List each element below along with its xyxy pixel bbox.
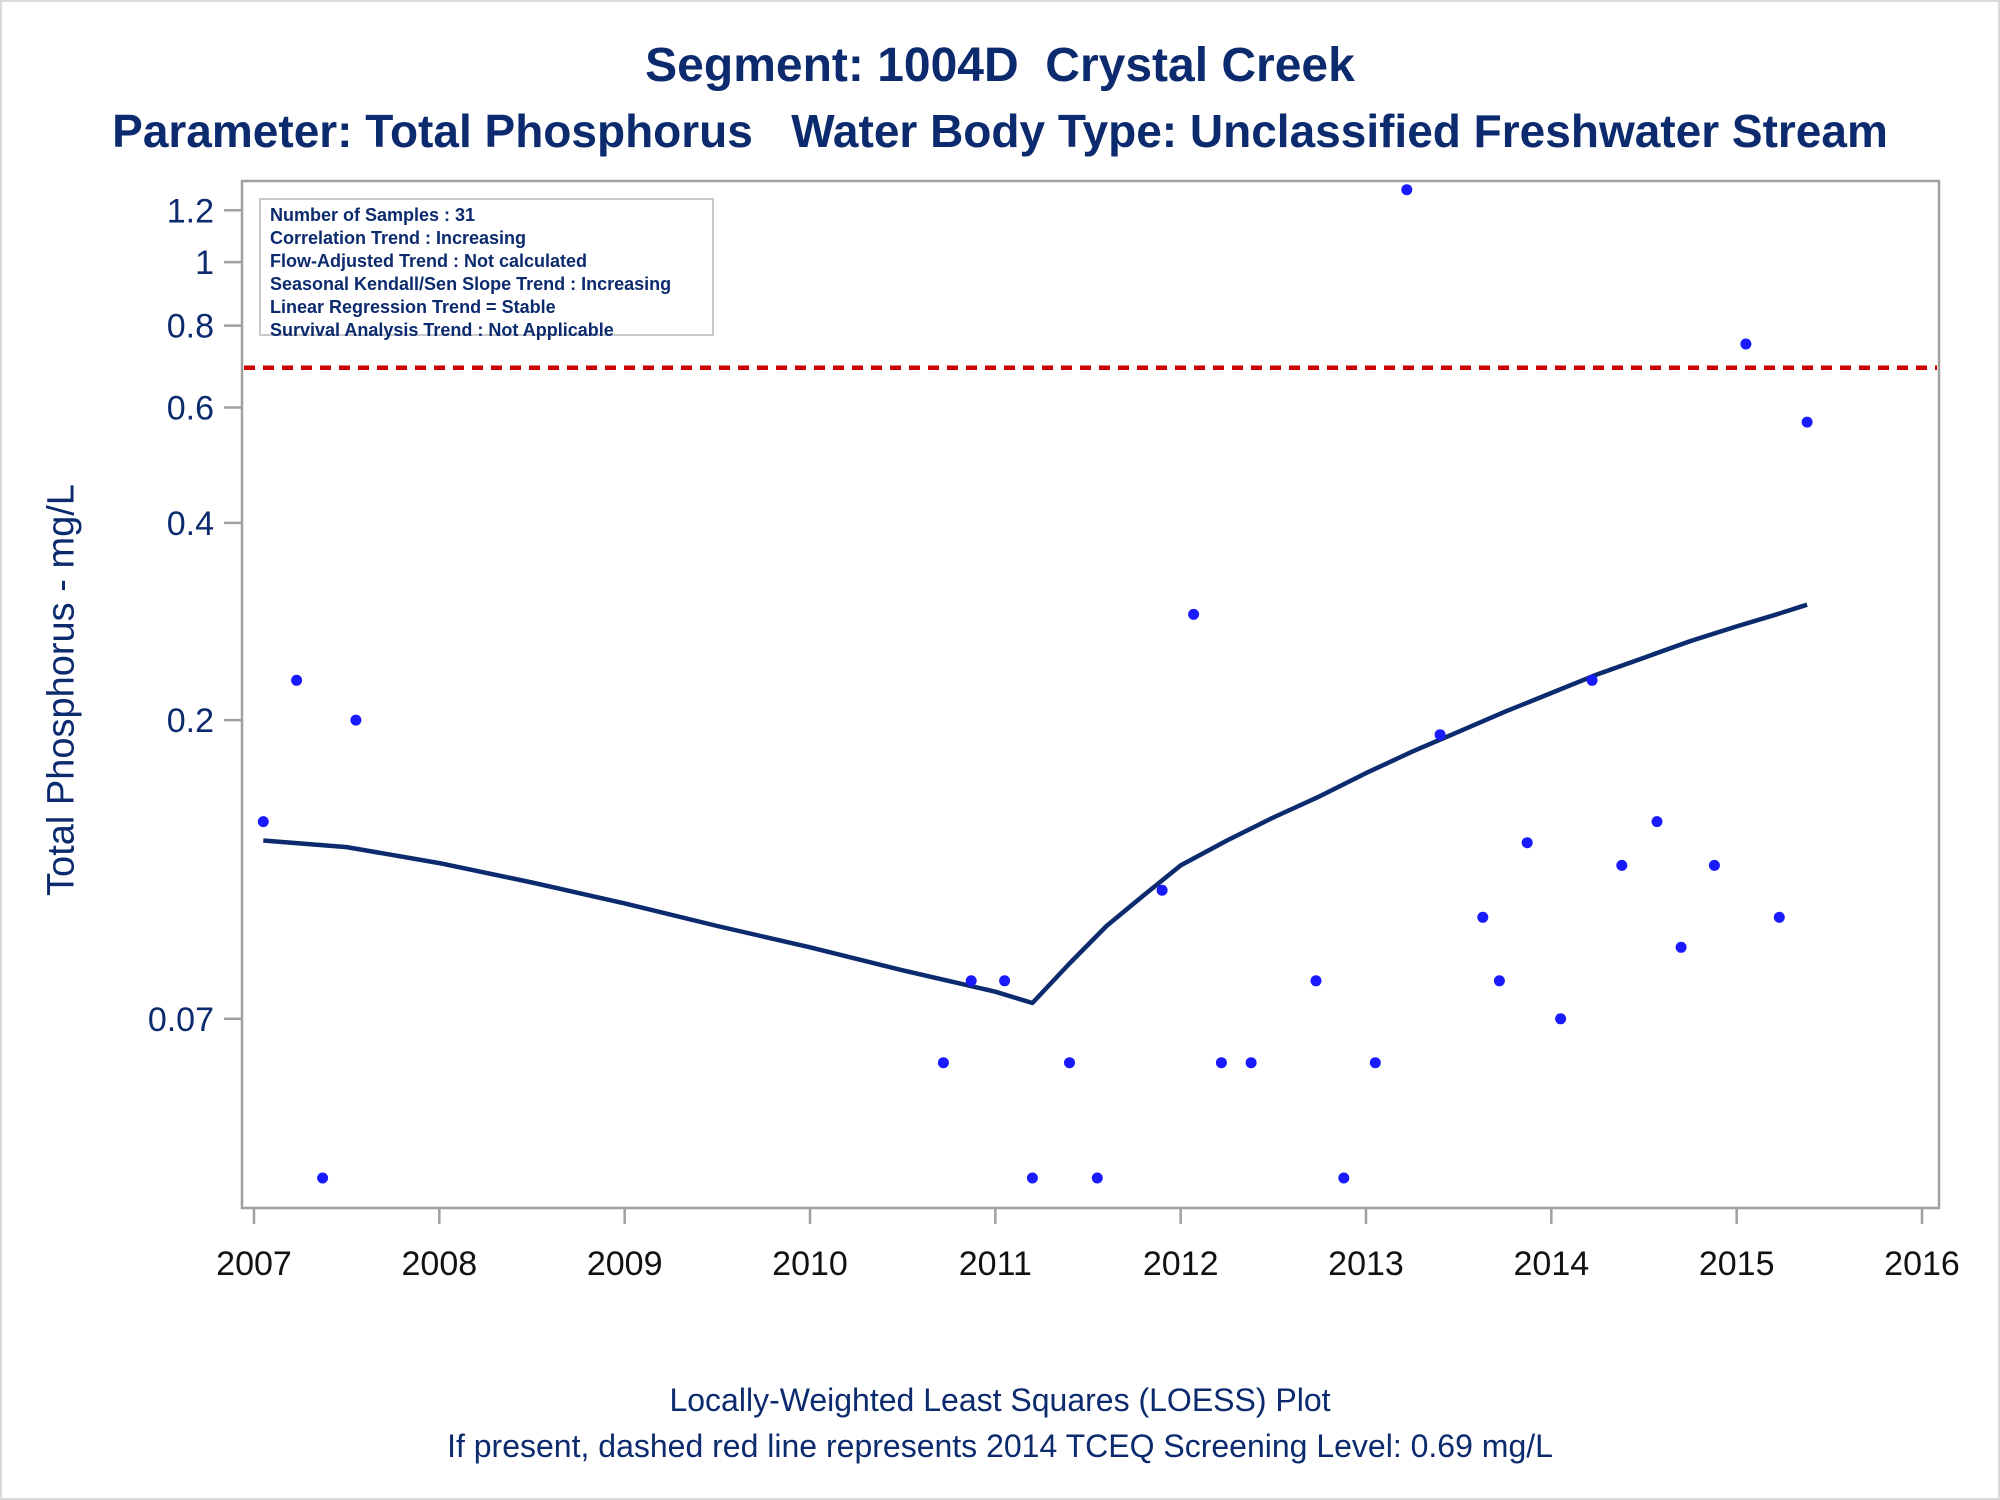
data-point <box>1675 941 1687 953</box>
x-tick-label: 2012 <box>1143 1245 1219 1283</box>
data-point <box>1310 975 1322 987</box>
trend-stats-box: Number of Samples : 31 Correlation Trend… <box>259 198 714 340</box>
footnote-loess: Locally-Weighted Least Squares (LOESS) P… <box>669 1382 1331 1418</box>
data-point <box>1091 1172 1103 1184</box>
y-tick-label: 0.8 <box>167 308 214 346</box>
y-tick-label: 0.07 <box>148 1001 214 1039</box>
data-point <box>1477 911 1489 923</box>
data-point <box>1521 837 1533 849</box>
data-point <box>1586 674 1598 686</box>
data-points <box>257 184 1813 1184</box>
x-tick-label: 2007 <box>216 1245 292 1283</box>
y-tick-label: 1 <box>195 244 214 282</box>
y-tick-label: 1.2 <box>167 192 214 230</box>
data-point <box>1215 1057 1227 1069</box>
data-point <box>1434 729 1446 741</box>
stat-linear-regression-trend: Linear Regression Trend = Stable <box>270 297 556 317</box>
stat-correlation-trend: Correlation Trend : Increasing <box>270 228 527 248</box>
footnote-screening-level: If present, dashed red line represents 2… <box>447 1428 1553 1464</box>
data-point <box>1616 859 1628 871</box>
data-point <box>1338 1172 1350 1184</box>
stat-survival-analysis-trend: Survival Analysis Trend : Not Applicable <box>270 320 614 340</box>
data-point <box>317 1172 329 1184</box>
data-point <box>1740 338 1752 350</box>
stat-flow-adjusted-trend: Flow-Adjusted Trend : Not calculated <box>270 251 588 271</box>
data-point <box>1369 1057 1381 1069</box>
data-point <box>291 674 303 686</box>
data-point <box>1188 608 1200 620</box>
data-point <box>1401 184 1413 196</box>
stat-seasonal-kendall-trend: Seasonal Kendall/Sen Slope Trend : Incre… <box>270 274 672 294</box>
chart-title: Segment: 1004D Crystal Creek <box>645 39 1355 92</box>
data-point <box>1156 884 1168 896</box>
data-point <box>1064 1057 1075 1069</box>
data-point <box>1801 416 1813 428</box>
stat-sample-count: Number of Samples : 31 <box>270 205 476 225</box>
data-point <box>1245 1057 1257 1069</box>
data-point <box>965 975 977 987</box>
data-point <box>1555 1013 1567 1025</box>
y-tick-label: 0.6 <box>167 389 214 427</box>
data-point <box>1651 816 1663 828</box>
data-point <box>999 975 1011 987</box>
chart-subtitle: Parameter: Total Phosphorus Water Body T… <box>112 105 1888 157</box>
data-point <box>1708 859 1720 871</box>
x-tick-label: 2010 <box>772 1245 848 1283</box>
x-tick-label: 2008 <box>402 1245 478 1283</box>
loess-trend-line <box>263 602 1808 1006</box>
data-point <box>350 714 362 726</box>
x-tick-label: 2009 <box>587 1245 663 1283</box>
x-axis: 2007 2008 2009 2010 2011 2012 2013 2014 2015 2016 <box>216 1208 1960 1283</box>
y-axis: 0.07 0.2 0.4 0.6 0.8 1 1.2 <box>148 192 242 1039</box>
x-tick-label: 2013 <box>1328 1245 1404 1283</box>
plot-area <box>240 179 1941 1210</box>
x-tick-label: 2011 <box>959 1245 1032 1283</box>
x-tick-label: 2015 <box>1699 1245 1775 1283</box>
data-point <box>937 1057 949 1069</box>
data-point <box>1493 975 1505 987</box>
x-tick-label: 2016 <box>1884 1245 1960 1283</box>
data-point <box>257 816 269 828</box>
y-tick-label: 0.2 <box>167 702 214 740</box>
data-point <box>1026 1172 1038 1184</box>
x-tick-label: 2014 <box>1514 1245 1590 1283</box>
y-tick-label: 0.4 <box>167 505 214 543</box>
data-point <box>1773 911 1785 923</box>
